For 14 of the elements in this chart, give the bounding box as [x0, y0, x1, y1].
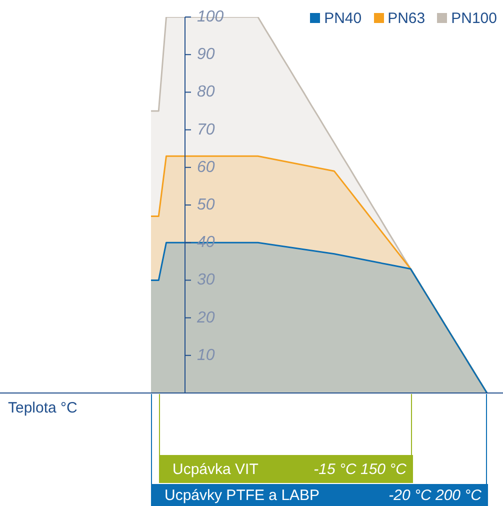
range-label-box: Ucpávka VIT -15 °C 150 °C [159, 394, 412, 483]
y-tick-label: 90 [197, 46, 215, 64]
y-tick-label: 70 [197, 121, 215, 138]
y-tick-label: 80 [197, 84, 215, 101]
legend-label: PN40 [323, 10, 362, 27]
y-tick-label: 20 [196, 309, 215, 326]
y-tick-label: 30 [197, 272, 215, 289]
y-tick-label: 10 [197, 346, 215, 364]
y-tick-label: 60 [197, 158, 215, 176]
y-tick-label: 100 [197, 8, 224, 26]
y-tick-label: 50 [197, 196, 215, 214]
legend-label: PN100 [450, 10, 497, 27]
legend-label: PN63 [386, 10, 426, 27]
text: Teplota °C [8, 400, 78, 417]
